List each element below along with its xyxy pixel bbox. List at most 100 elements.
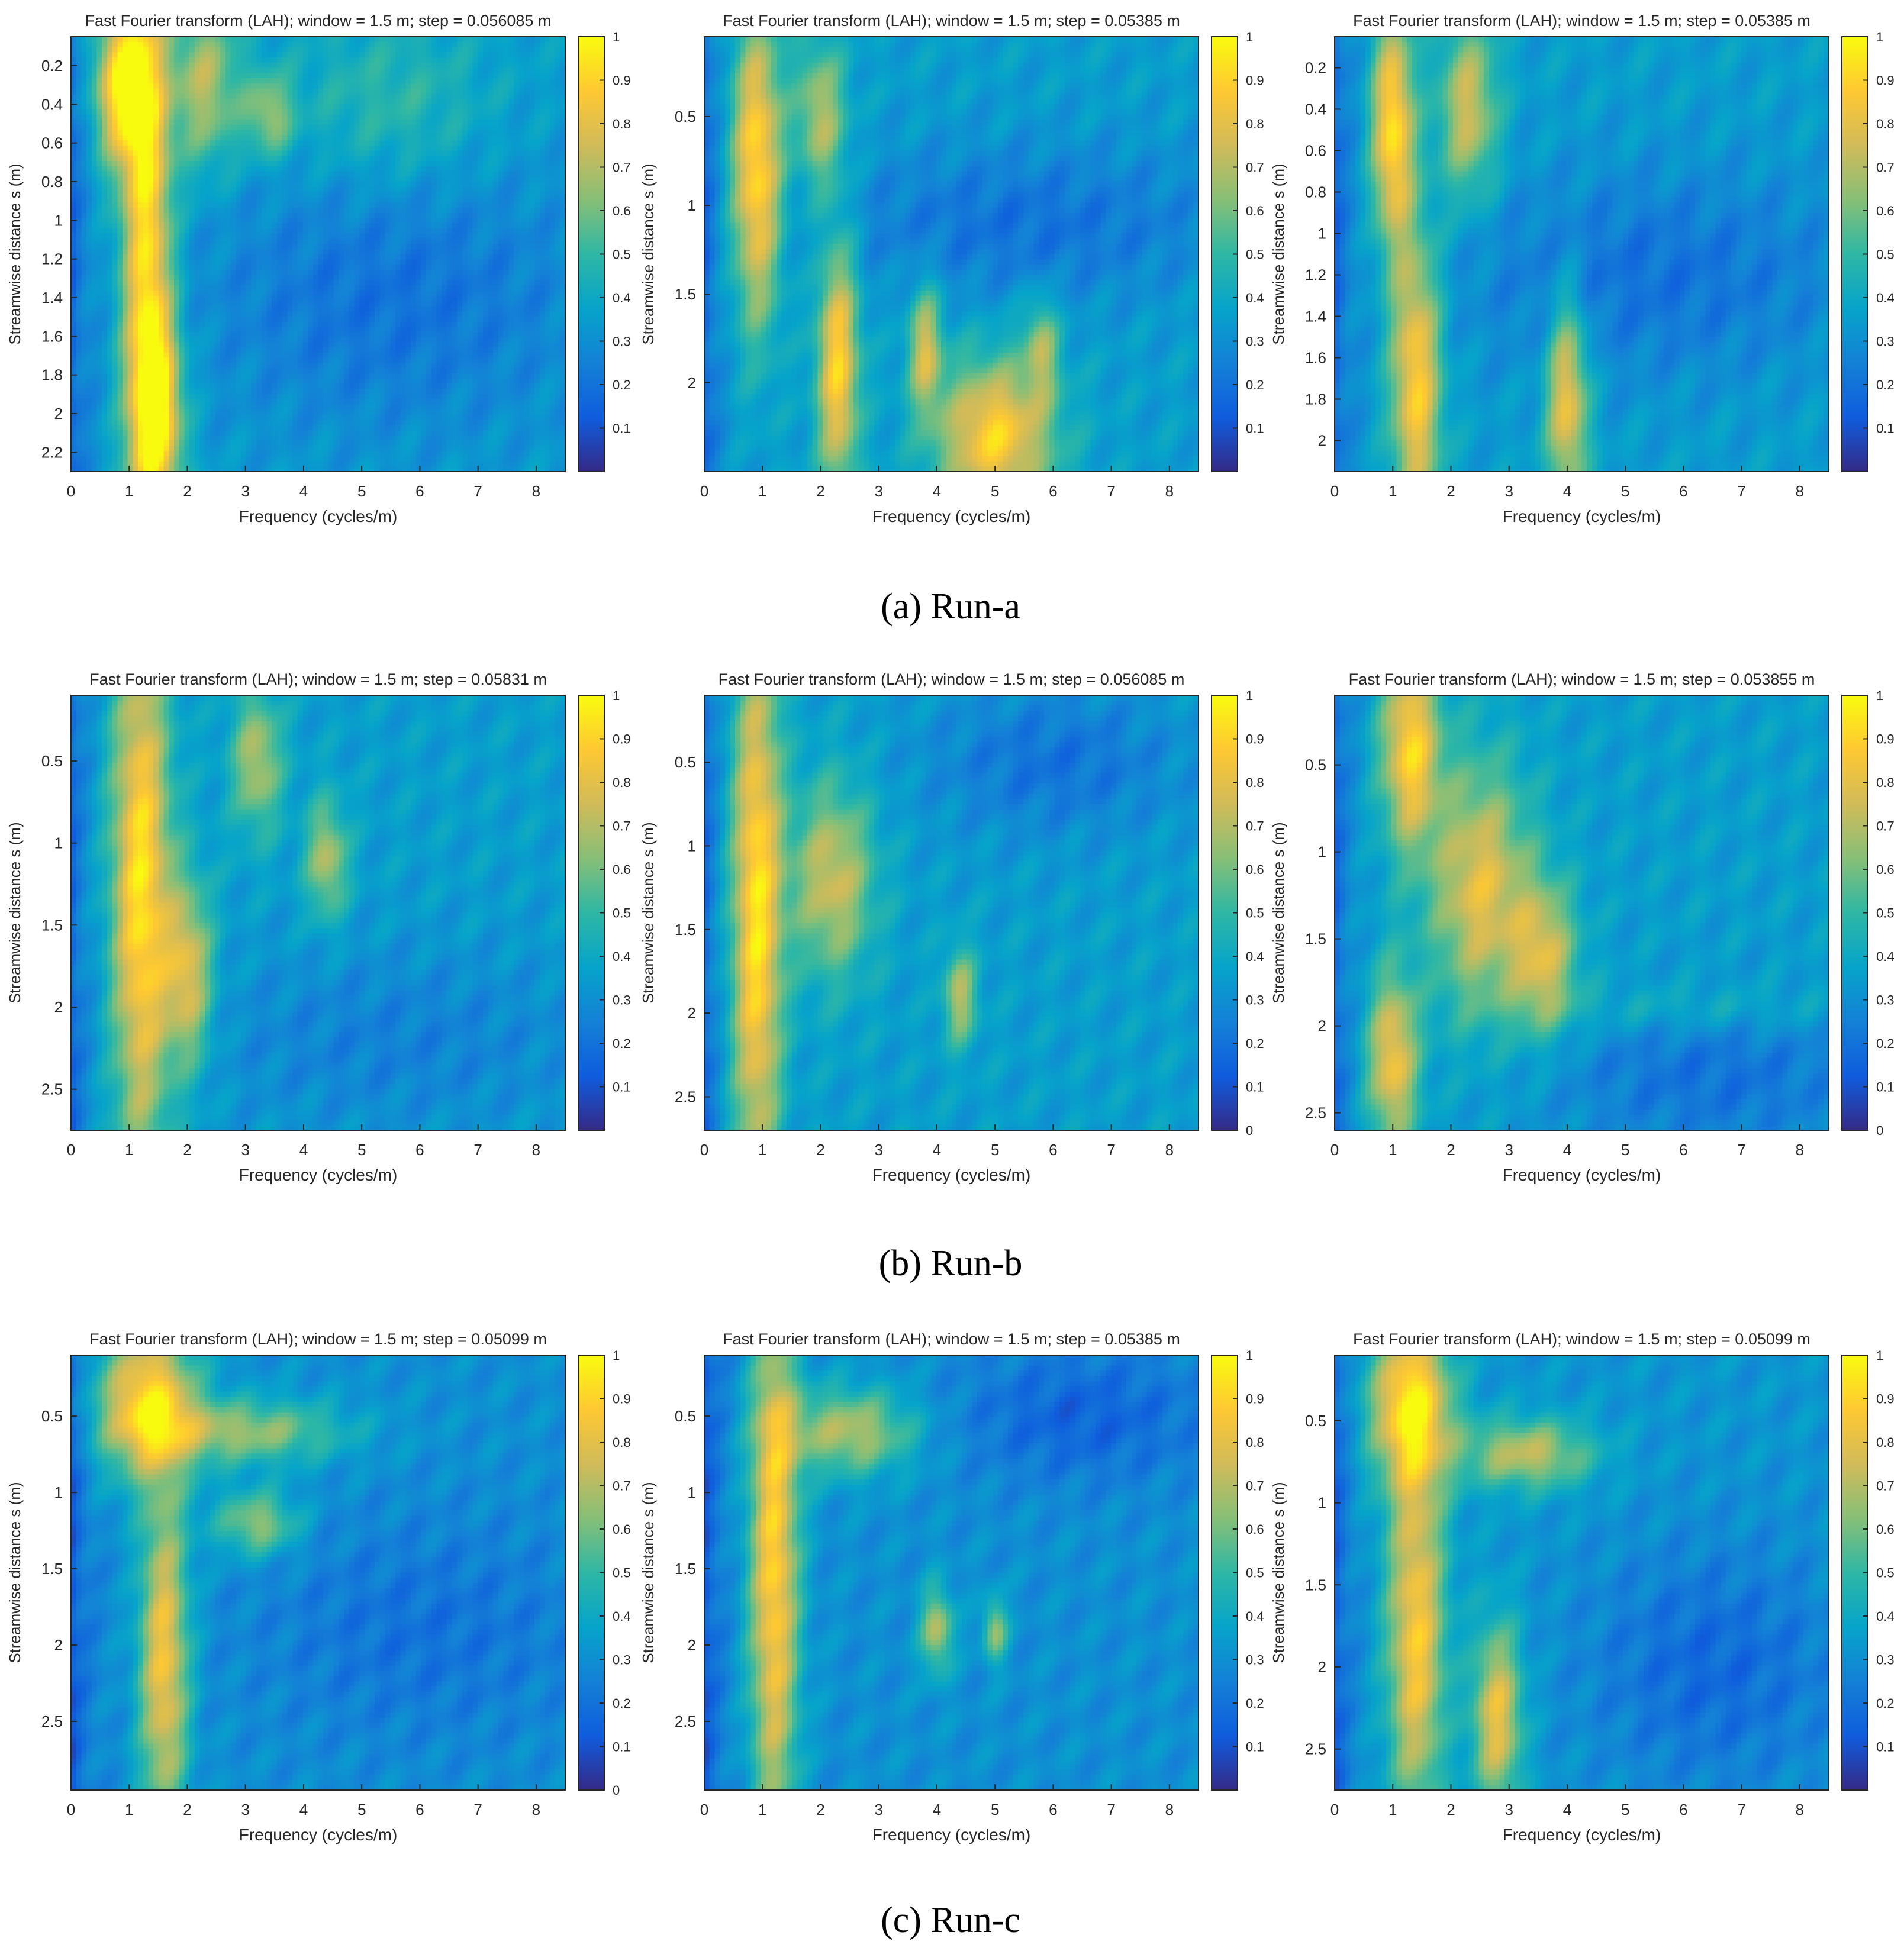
heatmap-cell <box>184 93 189 99</box>
heatmap-cell <box>349 57 355 63</box>
heatmap-cell <box>302 57 308 63</box>
heatmap-cell <box>437 93 442 99</box>
heatmap-cell <box>102 93 107 99</box>
heatmap-cell <box>411 109 416 115</box>
heatmap-cell <box>452 104 458 109</box>
heatmap-cell <box>184 83 189 89</box>
heatmap-cell <box>452 99 458 104</box>
heatmap-cell <box>493 68 498 73</box>
heatmap-cell <box>380 52 385 57</box>
heatmap-cell <box>323 89 328 94</box>
heatmap-cell <box>524 42 529 47</box>
heatmap-cell <box>447 89 452 94</box>
heatmap-cell <box>514 104 519 109</box>
heatmap-cell <box>457 47 462 53</box>
heatmap-cell <box>508 47 514 53</box>
heatmap-cell <box>199 37 205 42</box>
heatmap-cell <box>231 114 236 120</box>
heatmap-cell <box>416 57 421 63</box>
heatmap-cell <box>369 99 375 104</box>
heatmap-cell <box>375 89 380 94</box>
heatmap-cell <box>421 47 426 53</box>
heatmap-cell <box>81 99 86 104</box>
heatmap-cell <box>123 78 128 83</box>
heatmap-cell <box>71 78 76 83</box>
heatmap-cell <box>159 114 164 120</box>
heatmap-cell <box>545 93 550 99</box>
heatmap-cell <box>369 109 375 115</box>
heatmap-cell <box>405 52 411 57</box>
heatmap-cell <box>117 47 123 53</box>
heatmap-cell <box>195 73 200 78</box>
heatmap-cell <box>534 99 540 104</box>
heatmap-cell <box>236 57 241 63</box>
heatmap-cell <box>262 52 267 57</box>
heatmap-cell <box>468 47 473 53</box>
heatmap-cell <box>112 47 118 53</box>
heatmap-cell <box>169 99 174 104</box>
heatmap-cell <box>246 93 252 99</box>
heatmap-cell <box>508 109 514 115</box>
heatmap-cell <box>256 47 262 53</box>
heatmap-cell <box>199 63 205 68</box>
heatmap-cell <box>117 57 123 63</box>
heatmap-cell <box>107 37 112 42</box>
heatmap-cell <box>220 63 225 68</box>
heatmap-cell <box>164 63 169 68</box>
heatmap-cell <box>390 114 395 120</box>
heatmap-cell <box>184 109 189 115</box>
heatmap-cell <box>96 73 102 78</box>
heatmap-cell <box>143 73 149 78</box>
heatmap-cell <box>550 57 555 63</box>
heatmap-cell <box>292 109 298 115</box>
heatmap-cell <box>365 89 370 94</box>
heatmap-cell <box>457 89 462 94</box>
heatmap-cell <box>462 104 468 109</box>
heatmap-cell <box>174 114 179 120</box>
heatmap-cell <box>421 114 426 120</box>
heatmap-cell <box>189 89 195 94</box>
heatmap-cell <box>540 68 545 73</box>
heatmap-cell <box>395 78 401 83</box>
heatmap-cell <box>354 78 359 83</box>
heatmap-cell <box>540 89 545 94</box>
heatmap-cell <box>318 42 324 47</box>
heatmap-cell <box>96 57 102 63</box>
heatmap-cell <box>493 73 498 78</box>
heatmap-cell <box>153 104 159 109</box>
heatmap-cell <box>498 42 504 47</box>
heatmap-cell <box>401 109 406 115</box>
heatmap-cell <box>302 42 308 47</box>
heatmap-cell <box>472 63 478 68</box>
heatmap-cell <box>215 68 221 73</box>
heatmap-cell <box>272 89 277 94</box>
heatmap-cell <box>405 63 411 68</box>
heatmap-cell <box>225 52 231 57</box>
heatmap-cell <box>405 47 411 53</box>
heatmap-cell <box>478 104 483 109</box>
heatmap-cell <box>143 78 149 83</box>
heatmap-cell <box>318 89 324 94</box>
heatmap-cell <box>380 89 385 94</box>
heatmap-cell <box>339 99 344 104</box>
heatmap-cell <box>478 52 483 57</box>
heatmap-cells <box>71 37 566 472</box>
heatmap-cell <box>76 83 82 89</box>
heatmap-cell <box>272 109 277 115</box>
heatmap-cell <box>498 57 504 63</box>
heatmap-cell <box>102 57 107 63</box>
heatmap-cell <box>231 52 236 57</box>
heatmap-cell <box>128 89 133 94</box>
heatmap-cell <box>421 37 426 42</box>
heatmap-cell <box>472 89 478 94</box>
heatmap-cell <box>92 52 97 57</box>
heatmap-cell <box>416 37 421 42</box>
heatmap-cell <box>210 63 215 68</box>
heatmap-cell <box>262 114 267 120</box>
heatmap-cell <box>215 93 221 99</box>
heatmap-cell <box>277 93 282 99</box>
heatmap-cell <box>148 89 153 94</box>
heatmap-cell <box>452 93 458 99</box>
heatmap-cell <box>231 89 236 94</box>
heatmap-cell <box>385 42 391 47</box>
